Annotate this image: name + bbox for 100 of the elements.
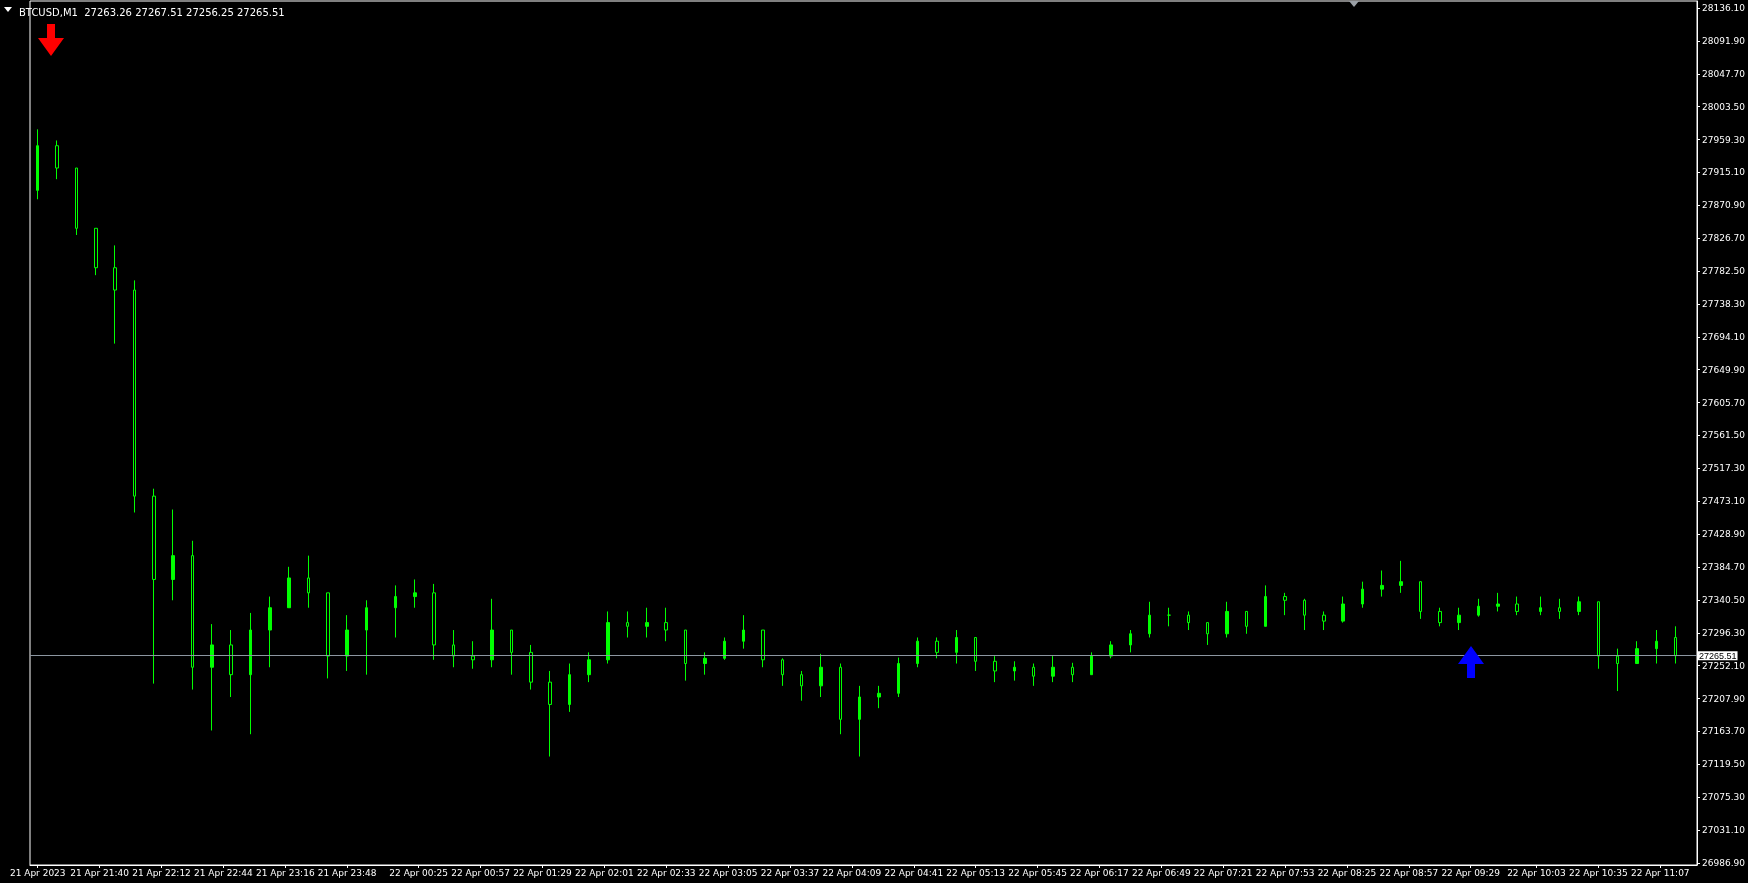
candlestick: [249, 612, 252, 735]
y-tick-label: 27517.30: [1702, 463, 1746, 474]
x-tick-label: 22 Apr 01:29: [513, 867, 573, 878]
candlestick: [171, 509, 175, 601]
y-tick-label: 27605.70: [1702, 397, 1746, 408]
x-tick-label: 22 Apr 06:49: [1131, 867, 1191, 878]
y-tick-label: 27252.10: [1702, 660, 1746, 671]
y-tick-label: 27870.90: [1702, 200, 1746, 211]
x-tick-label: 22 Apr 10:35: [1569, 867, 1628, 878]
x-tick-label: 22 Apr 08:57: [1379, 867, 1439, 878]
y-tick-label: 28136.10: [1702, 2, 1746, 13]
y-tick-label: 27119.50: [1702, 759, 1746, 770]
x-tick-label: 21 Apr 21:40: [70, 867, 130, 878]
candlestick: [1577, 596, 1581, 616]
candlestick: [75, 167, 78, 236]
y-tick-label: 27340.50: [1702, 594, 1746, 605]
candlestick: [529, 644, 533, 691]
x-tick-label: 22 Apr 03:37: [760, 867, 820, 878]
candlestick: [1616, 648, 1619, 692]
candlestick: [413, 578, 417, 609]
candlestick: [452, 629, 455, 668]
candlestick: [626, 610, 629, 638]
x-tick-label: 21 Apr 22:44: [194, 867, 253, 878]
x-tick-label: 22 Apr 10:03: [1507, 867, 1566, 878]
candlestick: [345, 614, 349, 672]
candlestick: [133, 279, 136, 513]
candlestick: [684, 629, 687, 682]
x-tick-label: 22 Apr 04:09: [822, 867, 882, 878]
x-tick-label: 21 Apr 23:48: [317, 867, 377, 878]
candlestick: [587, 651, 591, 683]
candlestick: [916, 636, 919, 668]
candlestick: [1655, 629, 1658, 665]
candlestick: [55, 140, 59, 180]
x-tick-label: 22 Apr 07:53: [1255, 867, 1315, 878]
candlestick: [606, 610, 610, 665]
x-tick-label: 22 Apr 07:21: [1193, 867, 1253, 878]
y-tick-label: 27959.30: [1702, 134, 1746, 145]
x-tick-label: 21 Apr 22:12: [132, 867, 191, 878]
candlestick: [974, 636, 977, 672]
candlestick: [1341, 596, 1345, 624]
candlestick: [1457, 607, 1461, 631]
y-tick-label: 27561.50: [1702, 430, 1746, 441]
candlestick: [152, 488, 156, 685]
candlestick: [510, 629, 513, 676]
x-tick-label: 22 Apr 05:45: [1008, 867, 1067, 878]
candlestick: [1051, 655, 1055, 683]
candlestick: [1225, 601, 1229, 638]
candlestick: [1597, 601, 1600, 670]
x-tick-label: 22 Apr 03:05: [698, 867, 758, 878]
candlestick: [36, 128, 39, 200]
candlestick: [1013, 660, 1016, 682]
x-tick-label: 22 Apr 06:17: [1070, 867, 1129, 878]
y-tick-label: 27296.30: [1702, 627, 1746, 638]
y-tick-label: 27826.70: [1702, 233, 1746, 244]
candlestick: [1361, 581, 1364, 609]
y-tick-label: 27207.90: [1702, 693, 1746, 704]
candlestick: [877, 685, 881, 709]
candlestick: [1558, 598, 1561, 620]
x-tick-label: 22 Apr 05:13: [946, 867, 1006, 878]
candlestick: [1109, 640, 1113, 659]
candlestick: [1187, 610, 1190, 631]
y-tick-label: 27075.30: [1702, 792, 1746, 803]
x-tick-label: 22 Apr 00:57: [451, 867, 510, 878]
candlestick: [1438, 607, 1442, 627]
candlestick: [1419, 581, 1422, 620]
candlestick: [1539, 596, 1542, 616]
y-tick-label: 27694.10: [1702, 331, 1746, 342]
text: BTCUSD,M1 27263.26 27267.51 27256.25 27265.51: [19, 6, 285, 18]
y-tick-label: 27163.70: [1702, 726, 1746, 737]
candlestick: [287, 566, 291, 609]
y-tick-label: 27738.30: [1702, 298, 1746, 309]
candlestick: [1245, 610, 1248, 635]
y-tick-label: 27782.50: [1702, 266, 1746, 277]
candlestick: [800, 670, 803, 702]
candlestick: [394, 584, 397, 638]
candlestick: [1477, 598, 1480, 618]
y-tick-label: 26986.90: [1702, 857, 1746, 868]
x-tick-label: 21 Apr 23:16: [255, 867, 315, 878]
candlestick: [858, 685, 861, 758]
x-tick-label: 22 Apr 02:01: [575, 867, 634, 878]
candlestick: [703, 651, 707, 676]
y-tick-label: 27649.90: [1702, 364, 1746, 375]
candlestick: [307, 555, 310, 609]
x-tick-label: 22 Apr 04:41: [884, 867, 944, 878]
x-tick-label: 22 Apr 08:25: [1317, 867, 1377, 878]
candlestick: [1032, 663, 1035, 687]
candlestick: [1399, 560, 1403, 594]
candlestick: [490, 598, 494, 668]
x-tick-label: 22 Apr 00:25: [389, 867, 449, 878]
candlestick: [1496, 592, 1500, 612]
candlestick: [993, 655, 997, 683]
ref-line-label: 27265.51: [1699, 650, 1737, 661]
candlestick: [326, 592, 330, 679]
x-tick-label: 22 Apr 11:07: [1630, 867, 1690, 878]
candlestick: [113, 244, 117, 345]
candlestick: [1264, 584, 1267, 627]
candlestick: [432, 583, 436, 661]
candlestick: [191, 540, 194, 691]
candlestick: [210, 623, 214, 731]
candlestick: [819, 653, 823, 698]
